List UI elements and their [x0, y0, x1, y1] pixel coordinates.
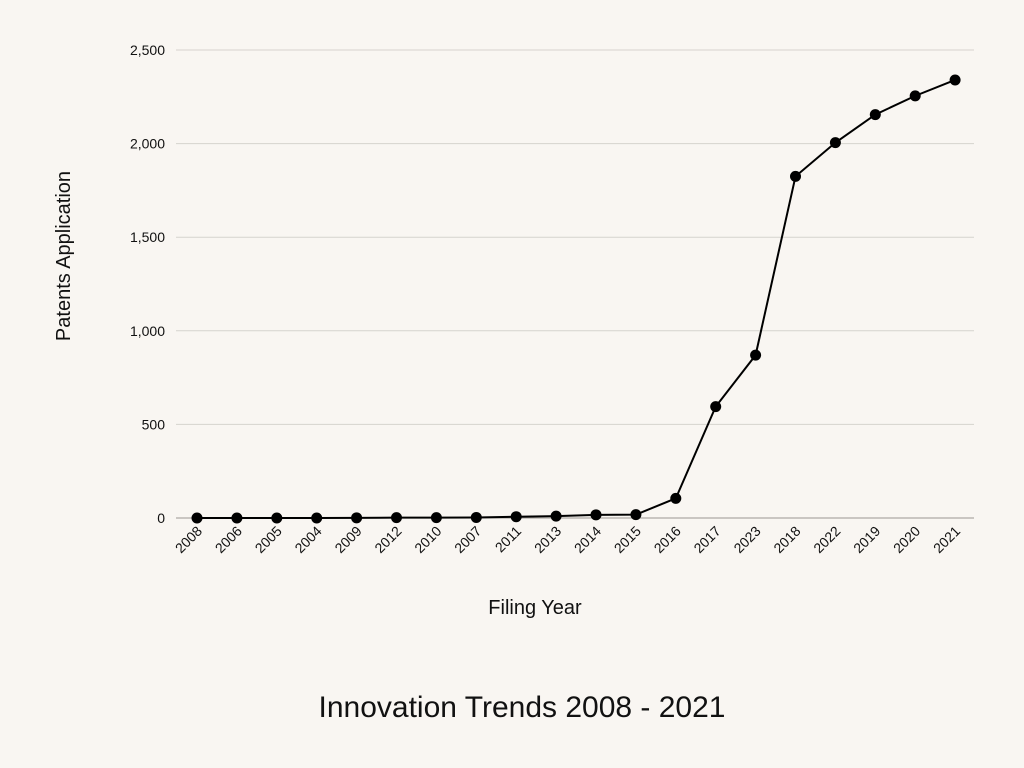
- x-tick-label: 2006: [212, 523, 245, 556]
- x-tick-label: 2015: [611, 523, 644, 556]
- x-tick-label: 2010: [411, 523, 444, 556]
- y-tick-label: 2,000: [130, 136, 165, 152]
- x-tick-label: 2019: [850, 523, 883, 556]
- x-tick-label: 2011: [492, 523, 525, 556]
- y-axis-ticks: 0 500 1,000 1,500 2,000 2,500: [130, 42, 165, 526]
- y-axis-label: Patents Application: [53, 171, 75, 341]
- x-tick-label: 2017: [690, 523, 723, 556]
- data-point-2023: [750, 349, 762, 361]
- chart-title: Innovation Trends 2008 - 2021: [319, 691, 726, 724]
- gridlines: [176, 49, 974, 519]
- data-point-2016: [670, 492, 682, 504]
- y-tick-label: 0: [157, 510, 165, 526]
- x-tick-label: 2016: [651, 523, 684, 556]
- data-point-2005: [271, 512, 283, 524]
- series-patents: [191, 74, 961, 524]
- x-axis-ticks: 2008 2006 2005 2004 2009 2012 2010 2007 2011 2013…: [172, 523, 964, 556]
- y-tick-label: 2,500: [130, 42, 165, 58]
- data-point-2011: [510, 511, 522, 523]
- x-tick-label: 2014: [571, 523, 604, 556]
- x-tick-label: 2007: [451, 523, 484, 556]
- y-tick-label: 500: [142, 416, 166, 432]
- data-point-2019: [869, 109, 881, 121]
- data-point-2015: [630, 509, 642, 521]
- x-tick-label: 2020: [890, 523, 923, 556]
- x-tick-label: 2018: [770, 523, 803, 556]
- x-tick-label: 2022: [810, 523, 843, 556]
- data-point-2008: [191, 512, 203, 524]
- x-axis-label: Filing Year: [488, 597, 582, 619]
- x-tick-label: 2023: [730, 523, 763, 556]
- data-point-2009: [351, 512, 363, 524]
- data-point-2020: [909, 90, 921, 102]
- y-tick-label: 1,000: [130, 323, 165, 339]
- x-tick-label: 2009: [331, 523, 364, 556]
- data-point-2017: [710, 401, 722, 413]
- x-tick-label: 2008: [172, 523, 205, 556]
- x-tick-label: 2004: [291, 523, 324, 556]
- data-point-2014: [590, 509, 602, 521]
- y-tick-label: 1,500: [130, 229, 165, 245]
- x-tick-label: 2013: [531, 523, 564, 556]
- data-point-2018: [790, 170, 801, 182]
- series-line: [197, 79, 956, 519]
- data-point-2012: [391, 512, 402, 524]
- data-point-2022: [829, 137, 841, 149]
- x-tick-label: 2005: [252, 523, 285, 556]
- data-point-2006: [231, 512, 243, 524]
- data-point-2021: [949, 74, 961, 86]
- x-tick-label: 2021: [930, 523, 963, 556]
- x-tick-label: 2012: [371, 523, 404, 556]
- data-point-2010: [430, 512, 442, 524]
- data-point-2007: [470, 511, 482, 523]
- data-point-2013: [550, 510, 562, 522]
- data-point-2004: [311, 512, 323, 524]
